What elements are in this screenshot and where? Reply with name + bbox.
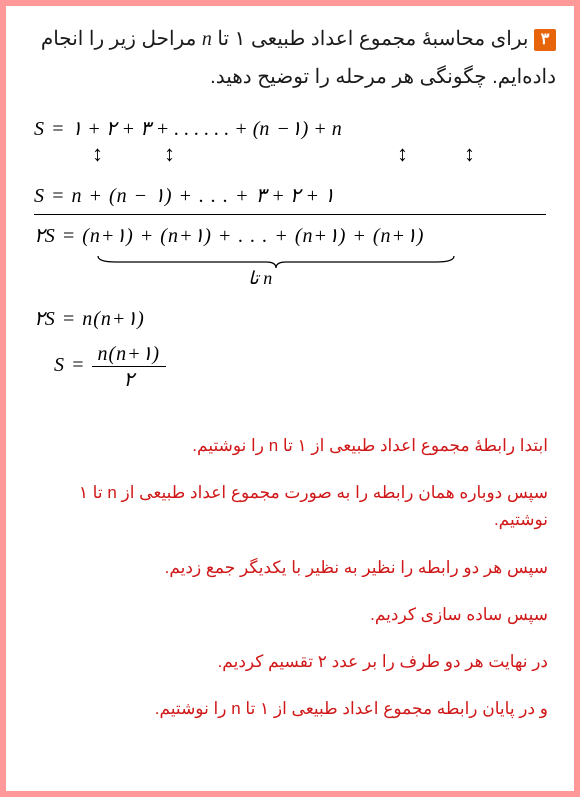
math-line-3-wrap: ۲S = (n+۱) + (n+۱) + . . . + (n+۱) + (n+…: [34, 221, 424, 254]
page: ۳ برای محاسبهٔ مجموع اعداد طبیعی ۱ تا n …: [6, 6, 574, 791]
math-line-5: S = n(n+۱) ۲: [54, 341, 546, 392]
math-line-2: S = n + (n − ۱) + . . . + ۳ + ۲ + ۱: [34, 183, 546, 208]
underbrace: n تا: [96, 254, 424, 289]
updown-arrow-icon: ↕: [164, 147, 175, 161]
math-line-3: ۲S = (n+۱) + (n+۱) + . . . + (n+۱) + (n+…: [34, 223, 424, 248]
question-text: ۳ برای محاسبهٔ مجموع اعداد طبیعی ۱ تا n …: [24, 20, 556, 96]
step-1: ابتدا رابطهٔ مجموع اعداد طبیعی از ۱ تا n…: [32, 432, 548, 459]
updown-arrow-icon: ↕: [92, 147, 103, 161]
fraction: n(n+۱) ۲: [92, 341, 167, 392]
divider: [34, 214, 546, 215]
step-6: و در پایان رابطه مجموع اعداد طبیعی از ۱ …: [32, 695, 548, 722]
math-line-4: ۲S = n(n+۱): [34, 306, 546, 331]
question-var: n: [202, 28, 212, 50]
explanation-steps: ابتدا رابطهٔ مجموع اعداد طبیعی از ۱ تا n…: [24, 408, 556, 722]
math-derivation: S = ۱ + ۲ + ۳ + . . . . . . + (n −۱) + n…: [24, 104, 556, 408]
step-3: سپس هر دو رابطه را نظیر به نظیر با یکدیگ…: [32, 554, 548, 581]
question-part1: برای محاسبهٔ مجموع اعداد طبیعی ۱ تا: [217, 28, 528, 50]
math-line-1: S = ۱ + ۲ + ۳ + . . . . . . + (n −۱) + n: [34, 116, 546, 141]
brace-label: n تا: [96, 268, 424, 289]
arrow-row: ↕ ↕ ↕ ↕: [34, 147, 546, 177]
question-number-badge: ۳: [534, 29, 556, 51]
fraction-numerator: n(n+۱): [92, 341, 167, 367]
updown-arrow-icon: ↕: [397, 147, 408, 161]
step-5: در نهایت هر دو طرف را بر عدد ۲ تقسیم کرد…: [32, 648, 548, 675]
updown-arrow-icon: ↕: [464, 147, 475, 161]
fraction-denominator: ۲: [92, 367, 167, 392]
step-4: سپس ساده سازی کردیم.: [32, 601, 548, 628]
math-line-5-left: S =: [54, 354, 86, 376]
step-2: سپس دوباره همان رابطه را به صورت مجموع ا…: [32, 479, 548, 533]
